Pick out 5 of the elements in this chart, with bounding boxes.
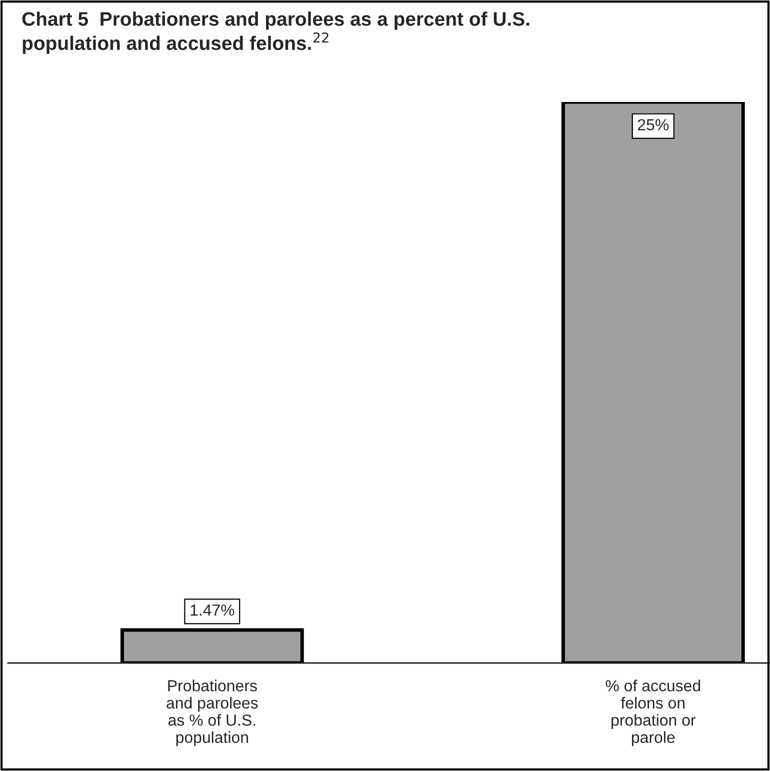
chart-title: Chart 5 Probationers and parolees as a percent of U.S. population and accused felons.$^{22}$ [22, 12, 530, 54]
x-tick-label: % of accused felons on probation or parole [606, 680, 700, 746]
data-label: 25% [638, 119, 669, 130]
x-tick-label: Probationers and parolees as % of U.S. population [166, 680, 258, 746]
data-label: 1.47% [190, 604, 234, 616]
